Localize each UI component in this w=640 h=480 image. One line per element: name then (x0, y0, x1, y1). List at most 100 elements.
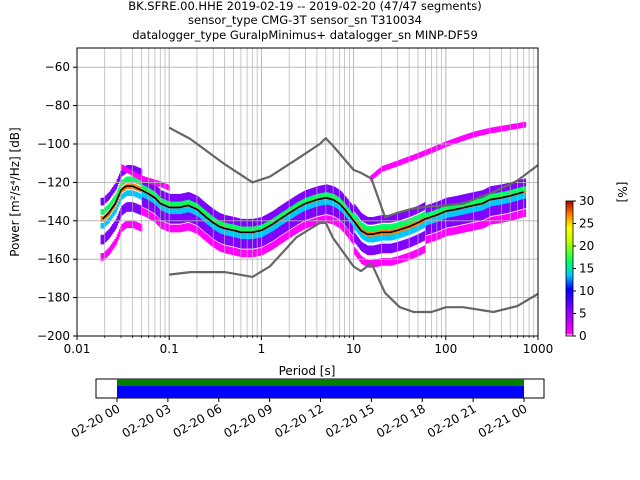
density-cell (272, 210, 274, 219)
density-cell (145, 209, 147, 218)
density-cell (155, 185, 158, 194)
density-cell (419, 224, 422, 231)
density-cell (320, 199, 323, 206)
density-cell-upper (524, 121, 527, 128)
density-cell (186, 192, 189, 200)
density-cell (486, 187, 489, 196)
density-cell (314, 217, 317, 226)
density-cell (189, 199, 191, 206)
timeline-tick-label: 02-20 06 (171, 401, 225, 440)
density-cell (148, 195, 151, 201)
density-cell (324, 184, 326, 193)
density-cell (363, 223, 365, 230)
density-cell (354, 247, 356, 255)
density-cell-upper (136, 172, 138, 179)
density-cell (397, 256, 400, 264)
density-cell (470, 212, 472, 223)
y-tick-label: −200 (37, 329, 70, 343)
density-cell (493, 205, 495, 216)
density-cell-upper (404, 157, 407, 164)
density-cell (178, 214, 181, 224)
density-cell (307, 209, 310, 219)
density-cell (314, 193, 317, 200)
density-cell (115, 181, 117, 190)
density-cell (326, 198, 328, 205)
x-tick-label: 10 (346, 342, 361, 356)
density-cell (145, 185, 147, 192)
density-cell (446, 204, 448, 211)
density-cell (105, 250, 107, 259)
density-cell (253, 238, 256, 249)
density-cell (357, 208, 359, 217)
density-cell (442, 229, 445, 238)
density-cell (204, 216, 206, 223)
density-cell-upper (460, 136, 462, 142)
density-cell (264, 215, 266, 224)
density-cell (184, 199, 187, 206)
density-cell (505, 203, 507, 214)
density-cell (154, 214, 157, 223)
density-cell (373, 225, 376, 232)
density-cell (384, 258, 386, 266)
density-cell (238, 232, 241, 239)
density-cell (438, 231, 440, 240)
density-cell (397, 222, 400, 228)
density-cell (109, 215, 112, 222)
density-cell (250, 239, 252, 249)
density-cell (241, 249, 243, 258)
timeline-tick-label: 02-20 09 (221, 401, 275, 440)
density-cell (245, 233, 248, 240)
colorbar-tick-label: 10 (579, 284, 594, 298)
density-cell (407, 238, 409, 249)
density-cell (427, 211, 430, 218)
density-cell (269, 232, 272, 243)
density-cell (117, 187, 120, 194)
density-cell (264, 235, 266, 246)
density-cell (344, 196, 347, 204)
density-cell (267, 227, 270, 234)
density-cell-upper (144, 176, 146, 183)
density-cell (511, 202, 514, 212)
density-cell (393, 214, 395, 222)
density-cell-upper (146, 177, 149, 184)
density-cell (388, 258, 391, 266)
density-cell (278, 237, 280, 246)
density-cell (363, 243, 365, 253)
density-cell (284, 209, 287, 215)
density-cell (354, 223, 356, 230)
density-cell (311, 188, 313, 196)
density-cell (370, 236, 372, 243)
density-cell (425, 225, 427, 236)
density-cell (154, 184, 157, 192)
density-cell (121, 193, 123, 200)
density-cell (236, 224, 238, 231)
density-cell (218, 212, 220, 221)
density-cell-upper (395, 161, 398, 167)
density-cell-upper (515, 123, 517, 130)
density-cell-upper (403, 158, 406, 164)
density-cell (289, 230, 291, 238)
density-cell (302, 206, 304, 212)
density-cell (427, 224, 430, 235)
density-cell (188, 198, 190, 205)
density-cell (167, 213, 169, 223)
density-cell (188, 192, 190, 200)
density-cell (390, 214, 393, 223)
density-cell (121, 168, 123, 177)
density-cell (184, 192, 187, 201)
density-cell (381, 234, 384, 241)
density-cell (297, 214, 300, 224)
density-cell (464, 214, 467, 224)
density-cell (229, 236, 232, 246)
colorbar-tick-label: 25 (579, 217, 594, 231)
density-cell (403, 254, 406, 262)
density-cell (289, 199, 291, 208)
density-cell (178, 200, 181, 207)
density-cell (449, 227, 452, 236)
density-cell (381, 243, 384, 254)
density-cell (173, 193, 175, 202)
density-cell (438, 207, 440, 214)
density-cell (447, 197, 449, 206)
density-cell (393, 242, 395, 253)
density-cell (433, 209, 436, 216)
